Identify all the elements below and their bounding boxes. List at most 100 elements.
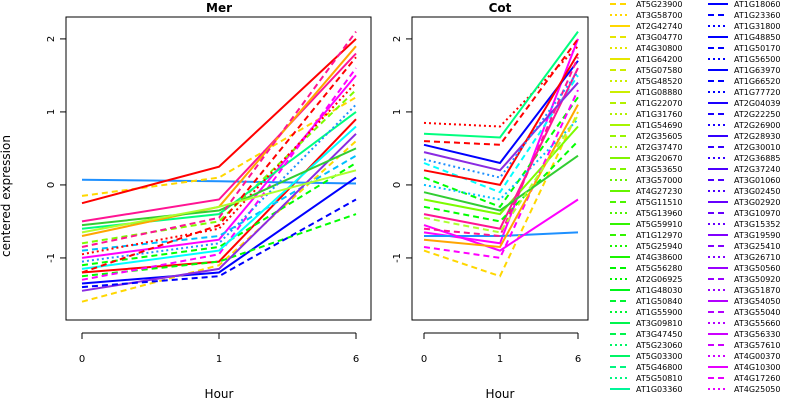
x-axis-label-cot: Hour [486, 387, 515, 400]
series-line [81, 89, 357, 245]
legend-label: AT1G66520 [734, 77, 780, 86]
legend-label: AT4G00370 [734, 352, 780, 361]
legend-label: AT5G23900 [636, 0, 682, 9]
legend-label: AT5G59910 [636, 220, 682, 229]
x-tick-label: 1 [216, 354, 222, 365]
legend-label: AT1G23360 [734, 11, 780, 20]
legend-label: AT5G46800 [636, 363, 682, 372]
series-line [423, 198, 579, 252]
series-line [423, 104, 579, 249]
legend-label: AT3G19590 [734, 231, 780, 240]
series-group-mer [81, 31, 357, 303]
x-tick-label: 6 [353, 354, 359, 365]
y-axis-mer: -1 0 1 2 [46, 36, 66, 263]
series-line [423, 118, 579, 201]
series-line [423, 154, 579, 212]
y-tick-label: 2 [46, 36, 57, 42]
y-axis-cot: -1 0 1 2 [392, 36, 412, 263]
series-line [81, 82, 357, 256]
legend-label: AT1G22070 [636, 99, 682, 108]
legend-label: AT4G38600 [636, 253, 682, 262]
legend-label: AT3G47450 [636, 330, 682, 339]
series-line [423, 67, 579, 230]
x-tick-label: 6 [575, 354, 581, 365]
series-line [423, 38, 579, 146]
series-group-cot [423, 31, 579, 278]
legend-label: AT1G50840 [636, 297, 682, 306]
legend-label: AT2G30010 [734, 143, 780, 152]
legend-label: AT3G57000 [636, 176, 682, 185]
y-tick-label: -1 [46, 253, 57, 263]
x-axis-label-mer: Hour [205, 387, 234, 400]
series-line [423, 52, 579, 187]
legend-label: AT2G42740 [636, 22, 682, 31]
legend-label: AT4G17260 [734, 374, 780, 383]
series-line [81, 56, 357, 274]
series-line [81, 103, 357, 263]
legend-label: AT1G08880 [636, 88, 682, 97]
legend: AT5G23900 AT3G58700 AT2G42740 AT3G04770 AT4G… [610, 0, 780, 394]
legend-label: AT3G26710 [734, 253, 780, 262]
legend-label: AT1G12970 [636, 231, 682, 240]
series-line [81, 38, 357, 205]
legend-label: AT5G25940 [636, 242, 682, 251]
legend-label: AT5G48520 [636, 77, 682, 86]
series-line [423, 71, 579, 179]
legend-label: AT3G25410 [734, 242, 780, 251]
y-tick-label: 2 [392, 36, 403, 42]
y-tick-label: 0 [46, 182, 57, 188]
series-line [423, 31, 579, 139]
series-line [81, 176, 357, 285]
series-line [81, 213, 357, 278]
panel-mer: Mer -1 0 1 2 0 1 6 Hour [46, 1, 372, 400]
plot-frame-mer [65, 16, 372, 321]
legend-label: AT3G50560 [734, 264, 780, 273]
legend-label: AT2G37240 [734, 165, 780, 174]
legend-label: AT3G02450 [734, 187, 780, 196]
series-line [423, 82, 579, 172]
legend-label: AT2G22250 [734, 110, 780, 119]
legend-label: AT1G50170 [734, 44, 780, 53]
x-axis-mer: 0 1 6 [79, 332, 359, 365]
series-line [81, 147, 357, 227]
series-line [81, 162, 357, 267]
legend-label: AT3G10970 [734, 209, 780, 218]
legend-label: AT5G11510 [636, 198, 682, 207]
x-axis-cot: 0 1 6 [421, 332, 581, 365]
legend-label: AT5G56280 [636, 264, 682, 273]
legend-label: AT1G54690 [636, 121, 682, 130]
legend-label: AT3G55040 [734, 308, 780, 317]
x-tick-label: 0 [421, 354, 427, 365]
panel-title-cot: Cot [489, 1, 512, 15]
legend-label: AT3G15352 [734, 220, 780, 229]
legend-label: AT1G03360 [636, 385, 682, 394]
legend-label: AT1G77720 [734, 88, 780, 97]
legend-label: AT2G37470 [636, 143, 682, 152]
legend-label: AT3G53650 [636, 165, 682, 174]
legend-label: AT1G56500 [734, 55, 780, 64]
series-line [423, 115, 579, 234]
legend-label: AT3G02920 [734, 198, 780, 207]
series-line [424, 231, 579, 237]
legend-label: AT5G23060 [636, 341, 682, 350]
legend-label: AT3G20670 [636, 154, 682, 163]
legend-label: AT3G04770 [636, 33, 682, 42]
series-line [423, 140, 579, 223]
panel-cot: Cot -1 0 1 2 0 1 6 Hour [392, 1, 589, 400]
legend-label: AT4G30800 [636, 44, 682, 53]
legend-label: AT5G03300 [636, 352, 682, 361]
legend-label: AT1G64200 [636, 55, 682, 64]
legend-label: AT3G56330 [734, 330, 780, 339]
legend-label: AT2G06925 [636, 275, 682, 284]
legend-label: AT3G51870 [734, 286, 780, 295]
legend-label: AT1G63970 [734, 66, 780, 75]
legend-label: AT1G31800 [734, 22, 780, 31]
legend-label: AT1G48030 [636, 286, 682, 295]
y-tick-label: 0 [392, 182, 403, 188]
legend-label: AT2G36885 [734, 154, 780, 163]
legend-label: AT5G07580 [636, 66, 682, 75]
legend-label: AT2G28930 [734, 132, 780, 141]
series-line [81, 169, 357, 234]
x-tick-label: 1 [497, 354, 503, 365]
